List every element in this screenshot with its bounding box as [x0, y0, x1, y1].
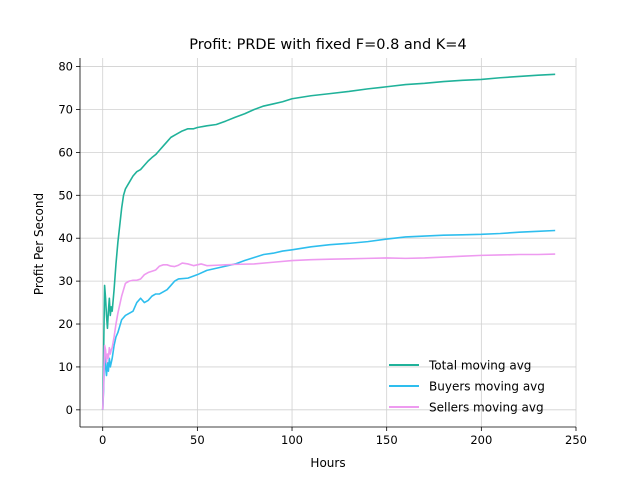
y-tick-label: 30 [58, 274, 73, 288]
chart-title: Profit: PRDE with fixed F=0.8 and K=4 [189, 37, 466, 53]
series-line-1 [101, 229, 556, 410]
y-tick-label: 80 [58, 60, 73, 74]
y-axis-label: Profit Per Second [32, 193, 46, 295]
y-tick-label: 70 [58, 102, 73, 116]
series-line-0 [101, 73, 556, 410]
x-tick-label: 0 [99, 433, 106, 447]
y-tick-label: 40 [58, 231, 73, 245]
y-tick-label: 0 [66, 403, 73, 417]
grid [80, 58, 577, 427]
x-tick-label: 200 [470, 433, 492, 447]
y-tick-label: 10 [58, 360, 73, 374]
tick-labels: 0 50 100 150 200 250 0 10 20 30 40 50 60 70 80 [58, 60, 587, 447]
y-tick-label: 20 [58, 317, 73, 331]
series-line-2 [101, 253, 556, 410]
legend: Total moving avg Buyers moving avg Sellers… [389, 359, 545, 415]
x-axis-label: Hours [310, 456, 345, 470]
x-tick-label: 50 [190, 433, 205, 447]
x-tick-label: 250 [565, 433, 587, 447]
x-tick-label: 100 [281, 433, 303, 447]
legend-label: Total moving avg [428, 359, 531, 373]
series-lines [101, 73, 556, 410]
legend-label: Sellers moving avg [429, 401, 544, 415]
legend-label: Buyers moving avg [429, 380, 545, 394]
x-tick-label: 150 [376, 433, 398, 447]
y-tick-label: 50 [58, 188, 73, 202]
axes [76, 58, 577, 431]
y-tick-label: 60 [58, 145, 73, 159]
